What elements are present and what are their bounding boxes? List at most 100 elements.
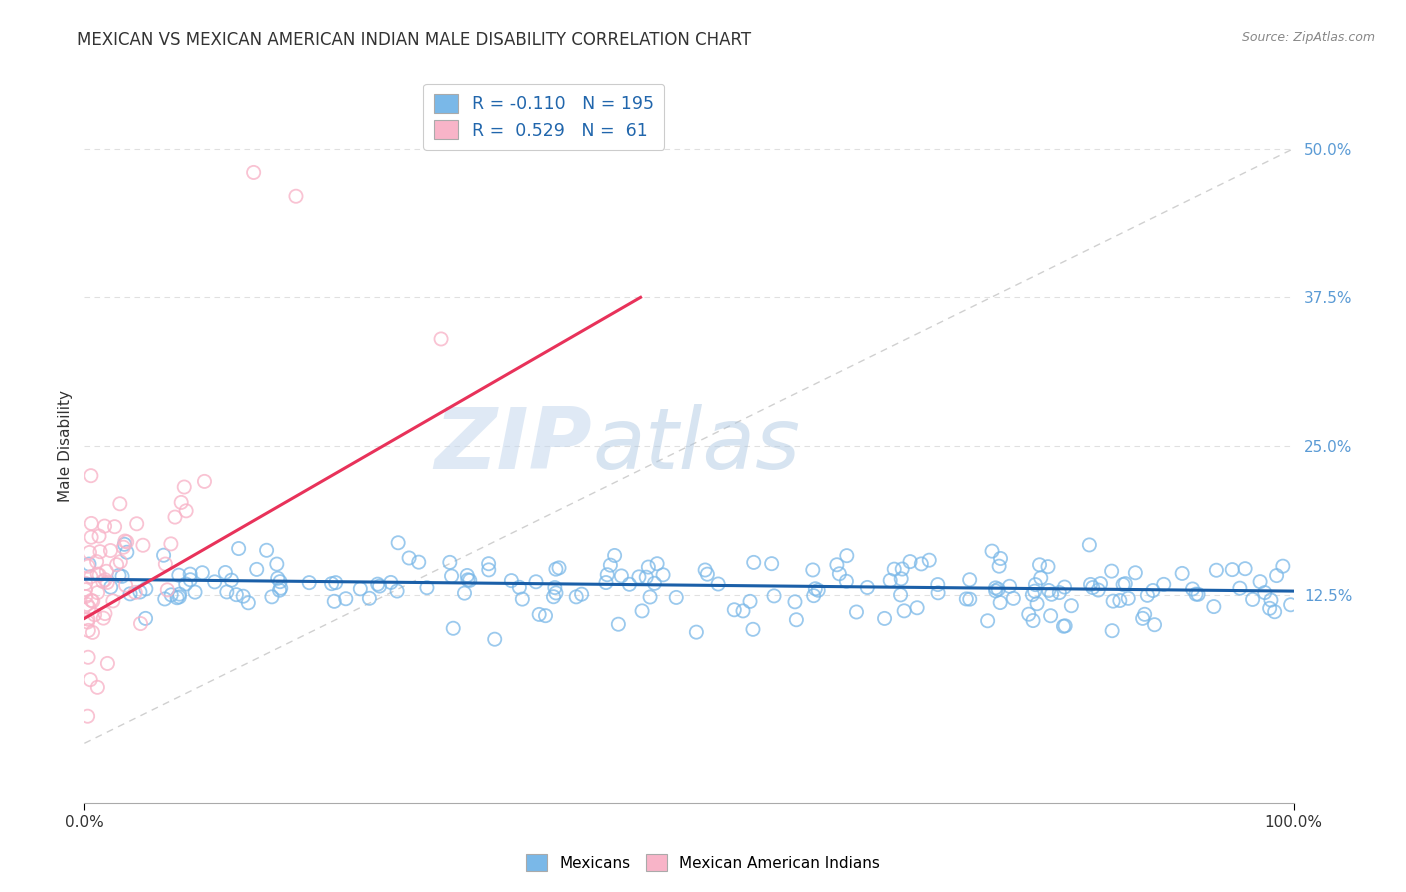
Point — [298, 575, 321, 590]
Point — [1181, 582, 1204, 596]
Point — [269, 583, 291, 598]
Point — [927, 586, 949, 600]
Point — [984, 581, 1007, 595]
Point — [987, 582, 1010, 597]
Point — [1021, 588, 1043, 602]
Point — [1024, 584, 1046, 599]
Point — [232, 589, 254, 603]
Point — [803, 589, 825, 603]
Point — [266, 557, 288, 571]
Point — [155, 557, 177, 571]
Point — [763, 589, 786, 603]
Point — [228, 541, 250, 556]
Point — [100, 543, 122, 558]
Point — [696, 567, 718, 582]
Point — [627, 570, 650, 584]
Point — [1205, 563, 1227, 577]
Point — [1202, 599, 1225, 614]
Point — [761, 557, 783, 571]
Point — [845, 605, 868, 619]
Point — [86, 567, 108, 582]
Point — [695, 563, 717, 577]
Point — [204, 574, 226, 589]
Point — [76, 709, 98, 723]
Point — [260, 590, 283, 604]
Point — [79, 545, 101, 559]
Point — [544, 581, 567, 595]
Point — [349, 582, 371, 596]
Point — [86, 681, 108, 695]
Point — [1265, 568, 1288, 582]
Point — [82, 625, 104, 640]
Point — [77, 624, 100, 638]
Point — [1039, 608, 1062, 623]
Point — [1018, 607, 1040, 622]
Point — [607, 617, 630, 632]
Point — [1220, 563, 1243, 577]
Point — [385, 584, 408, 599]
Point — [110, 555, 132, 569]
Point — [80, 593, 103, 607]
Point — [565, 590, 588, 604]
Point — [723, 603, 745, 617]
Point — [77, 600, 100, 615]
Point — [534, 608, 557, 623]
Point — [129, 616, 152, 631]
Text: ZIP: ZIP — [434, 404, 592, 488]
Point — [910, 557, 932, 571]
Point — [596, 567, 619, 582]
Point — [104, 519, 127, 533]
Point — [571, 587, 593, 601]
Point — [1132, 611, 1154, 625]
Point — [898, 555, 921, 569]
Point — [665, 591, 688, 605]
Point — [1143, 617, 1166, 632]
Point — [325, 575, 347, 590]
Point — [96, 564, 118, 578]
Point — [335, 591, 357, 606]
Point — [1060, 599, 1083, 613]
Point — [456, 568, 478, 582]
Point — [631, 604, 654, 618]
Legend: Mexicans, Mexican American Indians: Mexicans, Mexican American Indians — [520, 848, 886, 877]
Point — [77, 559, 100, 574]
Point — [77, 650, 100, 665]
Point — [112, 540, 135, 554]
Point — [595, 575, 617, 590]
Point — [1254, 585, 1277, 599]
Point — [152, 548, 174, 562]
Point — [238, 596, 260, 610]
Point — [124, 585, 146, 599]
Point — [76, 615, 98, 629]
Point — [153, 591, 176, 606]
Point — [156, 582, 179, 597]
Point — [191, 566, 214, 580]
Point — [879, 574, 901, 588]
Point — [801, 563, 824, 577]
Point — [359, 591, 381, 606]
Point — [91, 574, 114, 589]
Point — [80, 516, 103, 531]
Point — [115, 534, 138, 549]
Point — [1022, 614, 1045, 628]
Point — [323, 594, 346, 608]
Point — [856, 581, 879, 595]
Point — [990, 551, 1012, 566]
Point — [927, 577, 949, 591]
Point — [1271, 559, 1294, 574]
Point — [77, 612, 100, 626]
Point — [321, 576, 343, 591]
Point — [783, 595, 806, 609]
Point — [1078, 538, 1101, 552]
Point — [636, 570, 658, 584]
Point — [75, 582, 97, 597]
Text: atlas: atlas — [592, 404, 800, 488]
Point — [638, 590, 661, 604]
Point — [214, 566, 236, 580]
Point — [94, 607, 117, 621]
Point — [1090, 576, 1112, 591]
Point — [129, 585, 152, 599]
Point — [80, 569, 103, 583]
Point — [408, 555, 430, 569]
Point — [893, 604, 915, 618]
